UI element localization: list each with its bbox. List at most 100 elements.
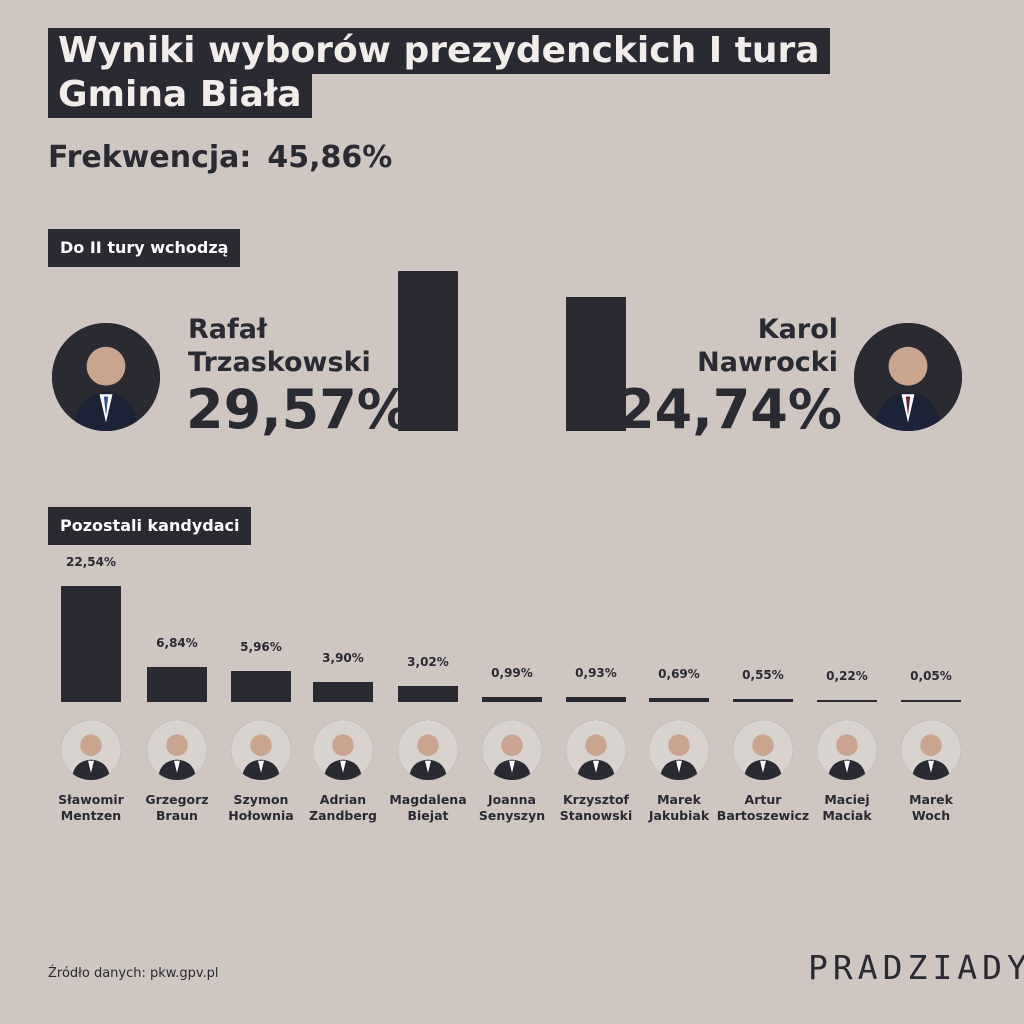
last-name: Jakubiak <box>648 808 710 823</box>
runoff-name-right: Karol Nawrocki <box>697 313 838 379</box>
runoff-bar-trzaskowski <box>398 271 458 431</box>
person-icon <box>901 720 961 780</box>
first-name: Joanna <box>488 792 536 807</box>
bar-zandberg <box>313 681 373 702</box>
last-name: Nawrocki <box>697 347 838 378</box>
avatar-trzaskowski <box>52 323 160 431</box>
candidate-name: Maciej Maciak <box>797 792 897 824</box>
section-runoff-label: Do II tury wchodzą <box>48 229 241 267</box>
section-others-label: Pozostali kandydaci <box>48 507 252 545</box>
pct-label: 5,96% <box>240 640 282 655</box>
avatar-stanowski <box>566 720 626 780</box>
avatar-maciak <box>817 720 877 780</box>
avatar-nawrocki <box>854 323 962 431</box>
first-name: Szymon <box>233 792 289 807</box>
pct-label: 0,99% <box>491 665 533 680</box>
first-name: Maciej <box>824 792 870 807</box>
last-name: Stanowski <box>559 808 633 823</box>
last-name: Senyszyn <box>478 808 546 823</box>
last-name: Trzaskowski <box>188 347 371 378</box>
bar-jakubiak <box>649 698 709 702</box>
last-name: Braun <box>156 808 198 823</box>
turnout-label: Frekwencja: <box>48 140 252 175</box>
avatar-braun <box>147 720 207 780</box>
first-name: Magdalena <box>389 792 467 807</box>
person-icon <box>649 720 709 780</box>
last-name: Hołownia <box>228 808 294 823</box>
bar-hołownia <box>231 671 291 702</box>
page-title-line-1: Wyniki wyborów prezydenckich I tura <box>48 28 830 74</box>
candidate-name: Grzegorz Braun <box>127 792 227 824</box>
last-name: Zandberg <box>309 808 377 823</box>
person-icon <box>817 720 877 780</box>
pct-label: 22,54% <box>66 555 116 569</box>
runoff-name-left: Rafał Trzaskowski <box>188 313 371 379</box>
person-icon <box>482 720 542 780</box>
pct-label: 6,84% <box>156 635 198 650</box>
candidate-name: Marek Woch <box>881 792 981 824</box>
first-name: Marek <box>657 792 701 807</box>
last-name: Mentzen <box>60 808 122 823</box>
pct-label: 0,22% <box>826 669 868 683</box>
bar-stanowski <box>566 697 626 702</box>
candidate-name: Marek Jakubiak <box>629 792 729 824</box>
person-icon <box>398 720 458 780</box>
first-name: Grzegorz <box>145 792 209 807</box>
last-name: Maciak <box>822 808 872 823</box>
pct-label: 3,02% <box>407 655 449 670</box>
avatar-woch <box>901 720 961 780</box>
pct-label: 0,93% <box>575 666 617 681</box>
person-icon <box>313 720 373 780</box>
runoff-pct-left: 29,57% <box>186 378 411 441</box>
person-icon <box>566 720 626 780</box>
avatar-senyszyn <box>482 720 542 780</box>
first-name: Sławomir <box>58 792 124 807</box>
first-name: Marek <box>909 792 953 807</box>
runoff-bar-nawrocki <box>566 297 626 431</box>
first-name: Rafał <box>188 314 267 345</box>
avatar-biejat <box>398 720 458 780</box>
last-name: Biejat <box>407 808 449 823</box>
turnout-value: 45,86% <box>267 140 393 175</box>
pct-label: 3,90% <box>322 650 364 665</box>
avatar-mentzen <box>61 720 121 780</box>
first-name: Krzysztof <box>563 792 629 807</box>
candidate-name: Adrian Zandberg <box>293 792 393 824</box>
last-name: Bartoszewicz <box>716 808 810 823</box>
candidate-name: Artur Bartoszewicz <box>713 792 813 824</box>
first-name: Artur <box>744 792 782 807</box>
bar-braun <box>147 666 207 702</box>
bar-senyszyn <box>482 696 542 702</box>
bar-bartoszewicz <box>733 699 793 702</box>
brand-logo: PRADZIADY <box>808 948 1024 987</box>
bar-woch <box>901 700 961 702</box>
pct-label: 0,55% <box>742 668 784 683</box>
candidate-name: Joanna Senyszyn <box>462 792 562 824</box>
page-title-line-2: Gmina Biała <box>48 72 312 118</box>
turnout: Frekwencja: 45,86% <box>48 140 392 175</box>
first-name: Karol <box>757 314 838 345</box>
bar-biejat <box>398 686 458 702</box>
person-icon <box>733 720 793 780</box>
avatar-bartoszewicz <box>733 720 793 780</box>
first-name: Adrian <box>319 792 367 807</box>
avatar-zandberg <box>313 720 373 780</box>
person-icon <box>52 323 160 431</box>
candidate-name: Krzysztof Stanowski <box>546 792 646 824</box>
runoff-pct-right: 24,74% <box>617 378 842 441</box>
person-icon <box>61 720 121 780</box>
bar-maciak <box>817 700 877 702</box>
last-name: Woch <box>911 808 951 823</box>
candidate-name: Magdalena Biejat <box>378 792 478 824</box>
avatar-hołownia <box>231 720 291 780</box>
person-icon <box>231 720 291 780</box>
pct-label: 0,05% <box>910 669 952 683</box>
avatar-jakubiak <box>649 720 709 780</box>
candidate-name: Szymon Hołownia <box>211 792 311 824</box>
person-icon <box>854 323 962 431</box>
source-note: Źródło danych: pkw.gpv.pl <box>48 966 219 981</box>
bar-mentzen <box>61 586 121 702</box>
pct-label: 0,69% <box>658 667 700 682</box>
person-icon <box>147 720 207 780</box>
candidate-name: Sławomir Mentzen <box>41 792 141 824</box>
